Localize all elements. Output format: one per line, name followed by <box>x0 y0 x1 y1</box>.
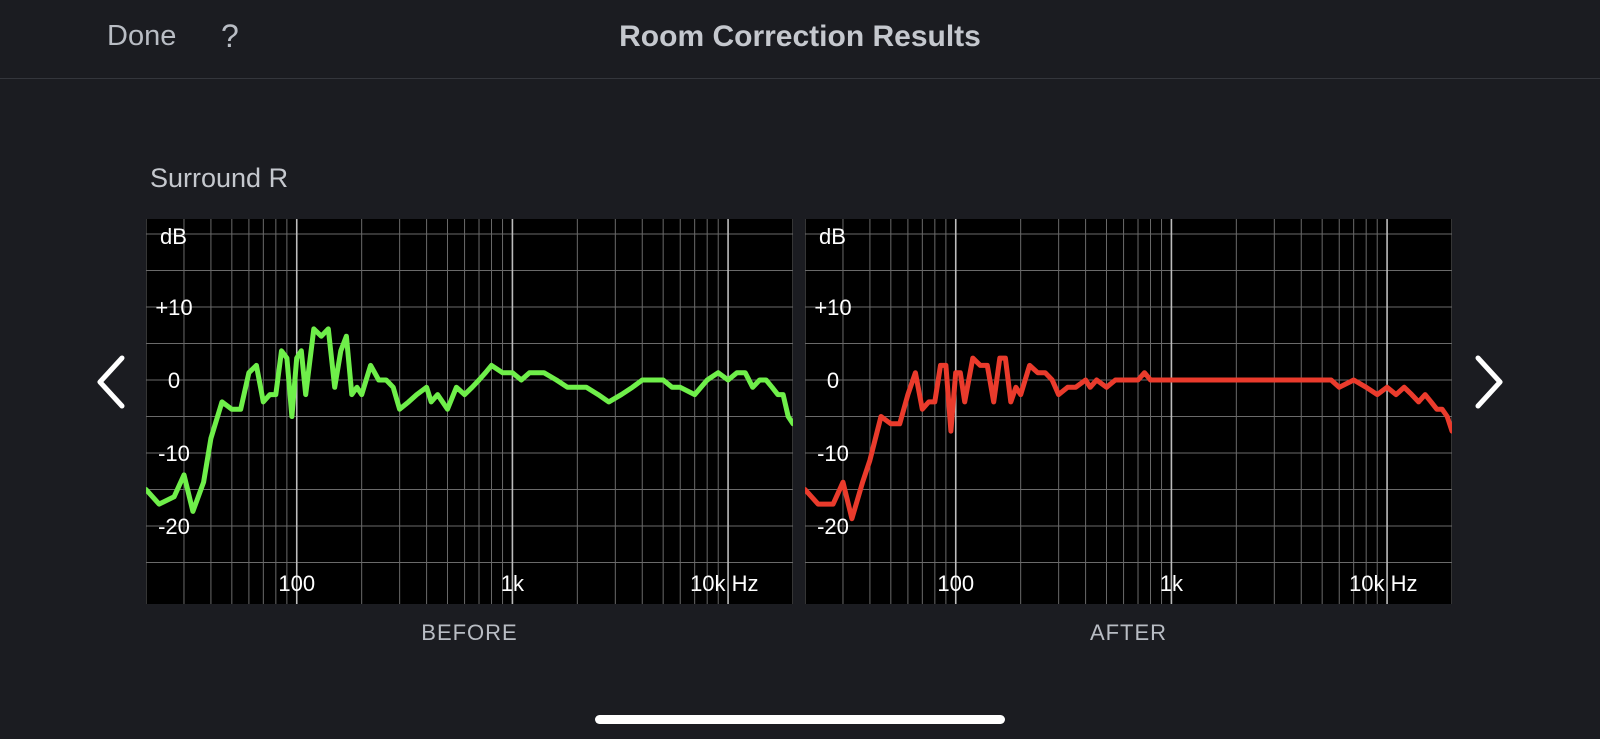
y-axis-label: dB <box>819 224 846 249</box>
y-tick-label: -10 <box>817 441 849 466</box>
after-chart: dB +10 0 -10 -20 100 1k 10k Hz <box>805 219 1452 604</box>
chevron-left-icon[interactable] <box>92 352 132 412</box>
y-tick-label: -20 <box>817 514 849 539</box>
x-tick-label: 10k Hz <box>1349 571 1417 596</box>
page-title: Room Correction Results <box>619 20 981 53</box>
after-caption: AFTER <box>1089 620 1168 645</box>
speaker-label: Surround R <box>150 163 289 193</box>
before-response-curve <box>146 326 793 514</box>
y-tick-label: 0 <box>168 368 180 393</box>
chevron-right-icon[interactable] <box>1468 352 1508 412</box>
after-chart-svg: dB +10 0 -10 -20 100 1k 10k Hz <box>805 219 1452 604</box>
home-indicator[interactable] <box>595 715 1005 724</box>
before-chart: dB +10 0 -10 -20 100 1k 10k Hz <box>146 219 793 604</box>
done-button[interactable]: Done <box>107 20 177 52</box>
y-tick-label: -20 <box>158 514 190 539</box>
y-tick-label: +10 <box>814 295 851 320</box>
top-bar: Done ? Room Correction Results <box>0 0 1600 79</box>
x-tick-label: 1k <box>1160 571 1184 596</box>
after-response-curve <box>805 355 1452 522</box>
help-button[interactable]: ? <box>221 18 239 54</box>
x-tick-label: 100 <box>937 571 974 596</box>
y-tick-label: 0 <box>827 368 839 393</box>
y-axis-label: dB <box>160 224 187 249</box>
x-tick-label: 100 <box>278 571 315 596</box>
y-tick-label: -10 <box>158 441 190 466</box>
y-tick-label: +10 <box>155 295 192 320</box>
x-tick-label: 10k Hz <box>690 571 758 596</box>
before-chart-svg: dB +10 0 -10 -20 100 1k 10k Hz <box>146 219 793 604</box>
x-tick-label: 1k <box>501 571 525 596</box>
before-caption: BEFORE <box>421 620 518 645</box>
